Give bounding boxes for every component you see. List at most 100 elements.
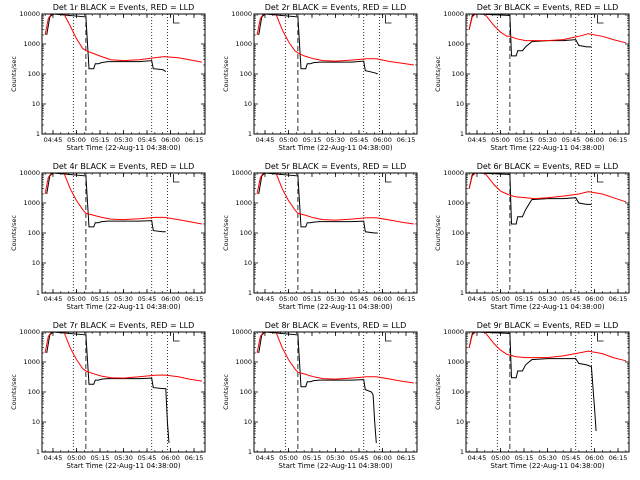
x-tick-label: 05:30	[114, 136, 133, 144]
y-tick-label: 100	[452, 229, 464, 237]
y-tick-label: 100	[240, 229, 252, 237]
panel-title: Det 5r BLACK = Events, RED = LLD	[265, 162, 407, 171]
x-tick-label: 06:00	[585, 295, 604, 303]
panel-9: Det 9r BLACK = Events, RED = LLD 1 10 100 10…	[434, 321, 630, 470]
x-tick-label: 05:00	[279, 295, 298, 303]
x-axis-label: Start Time (22-Aug-11 04:38:00)	[278, 303, 392, 311]
y-tick-label: 10000	[231, 169, 252, 177]
x-tick-label: 05:15	[303, 454, 322, 462]
red-lld-series-line	[44, 332, 202, 382]
corner-marker-glyph	[597, 333, 604, 342]
x-tick-label: 05:15	[91, 136, 110, 144]
x-tick-label: 06:15	[185, 454, 204, 462]
x-tick-label: 05:30	[538, 295, 557, 303]
x-tick-label: 06:15	[397, 295, 416, 303]
x-tick-label: 05:00	[491, 295, 510, 303]
y-tick-label: 1	[36, 130, 40, 138]
y-tick-label: 10000	[19, 328, 40, 336]
x-tick-label: 05:45	[138, 295, 157, 303]
y-axis-label: Counts/sec	[434, 56, 442, 92]
plot-frame	[253, 13, 418, 135]
black-events-series-line	[46, 332, 170, 444]
x-tick-label: 04:45	[44, 295, 63, 303]
x-tick-label: 05:45	[350, 295, 369, 303]
x-tick-label: 05:00	[279, 136, 298, 144]
x-tick-label: 04:45	[468, 136, 487, 144]
y-tick-label: 100	[28, 388, 40, 396]
x-axis-label: Start Time (22-Aug-11 04:38:00)	[66, 144, 180, 152]
x-axis-label: Start Time (22-Aug-11 04:38:00)	[490, 144, 604, 152]
black-events-series-line	[258, 14, 378, 75]
x-tick-label: 06:15	[185, 136, 204, 144]
x-tick-label: 06:15	[397, 454, 416, 462]
y-tick-label: 1000	[23, 40, 40, 48]
x-tick-label: 05:00	[67, 454, 86, 462]
x-tick-label: 05:30	[326, 454, 345, 462]
y-tick-label: 100	[452, 388, 464, 396]
corner-marker-glyph	[173, 15, 180, 24]
x-tick-label: 05:00	[491, 454, 510, 462]
x-tick-label: 05:30	[326, 136, 345, 144]
y-axis-label: Counts/sec	[10, 56, 18, 92]
y-tick-label: 10000	[231, 10, 252, 18]
panel-title: Det 9r BLACK = Events, RED = LLD	[477, 321, 619, 330]
panel-title: Det 7r BLACK = Events, RED = LLD	[53, 321, 195, 330]
x-tick-label: 06:00	[373, 136, 392, 144]
red-lld-series-line	[44, 14, 202, 63]
panel-title: Det 3r BLACK = Events, RED = LLD	[477, 3, 619, 12]
plot-frame	[465, 13, 630, 135]
x-tick-label: 05:15	[91, 454, 110, 462]
y-axis-label: Counts/sec	[10, 215, 18, 251]
x-tick-label: 05:45	[562, 295, 581, 303]
x-tick-label: 06:15	[609, 136, 628, 144]
y-tick-label: 1	[460, 130, 464, 138]
x-axis-label: Start Time (22-Aug-11 04:38:00)	[490, 462, 604, 470]
y-tick-label: 10000	[443, 169, 464, 177]
x-tick-label: 05:30	[326, 295, 345, 303]
y-tick-label: 10000	[443, 10, 464, 18]
black-events-series-line	[468, 332, 597, 432]
x-tick-label: 06:15	[609, 454, 628, 462]
x-tick-label: 04:45	[256, 454, 275, 462]
plot-frame	[253, 331, 418, 453]
x-tick-label: 05:00	[491, 136, 510, 144]
corner-marker-glyph	[385, 333, 392, 342]
x-tick-label: 06:00	[585, 454, 604, 462]
x-tick-label: 06:00	[161, 454, 180, 462]
x-tick-label: 05:00	[279, 454, 298, 462]
x-tick-label: 05:45	[562, 136, 581, 144]
plot-frame	[41, 331, 206, 453]
y-tick-label: 10	[456, 259, 464, 267]
panel-title: Det 2r BLACK = Events, RED = LLD	[265, 3, 407, 12]
y-tick-label: 100	[240, 70, 252, 78]
y-axis-label: Counts/sec	[222, 56, 230, 92]
x-tick-label: 05:00	[67, 136, 86, 144]
plot-frame	[465, 331, 630, 453]
y-tick-label: 10	[32, 418, 40, 426]
y-axis-label: Counts/sec	[10, 374, 18, 410]
y-tick-label: 100	[28, 229, 40, 237]
y-tick-label: 1	[460, 448, 464, 456]
x-axis-label: Start Time (22-Aug-11 04:38:00)	[490, 303, 604, 311]
x-tick-label: 05:30	[114, 454, 133, 462]
x-tick-label: 05:45	[350, 136, 369, 144]
x-tick-label: 06:00	[585, 136, 604, 144]
y-tick-label: 1	[248, 130, 252, 138]
black-events-series-line	[46, 173, 166, 233]
y-tick-label: 10	[32, 100, 40, 108]
x-tick-label: 06:00	[373, 295, 392, 303]
x-tick-label: 05:45	[138, 454, 157, 462]
x-axis-label: Start Time (22-Aug-11 04:38:00)	[66, 303, 180, 311]
panel-title: Det 4r BLACK = Events, RED = LLD	[53, 162, 195, 171]
x-tick-label: 05:15	[303, 295, 322, 303]
red-lld-series-line	[468, 332, 627, 362]
x-tick-label: 05:15	[303, 136, 322, 144]
x-tick-label: 05:15	[91, 295, 110, 303]
y-tick-label: 10	[244, 259, 252, 267]
y-tick-label: 1	[248, 289, 252, 297]
panel-2: Det 2r BLACK = Events, RED = LLD 1 10 100 10…	[222, 3, 418, 152]
x-tick-label: 05:15	[515, 295, 534, 303]
x-tick-label: 06:00	[161, 136, 180, 144]
y-tick-label: 1000	[235, 40, 252, 48]
